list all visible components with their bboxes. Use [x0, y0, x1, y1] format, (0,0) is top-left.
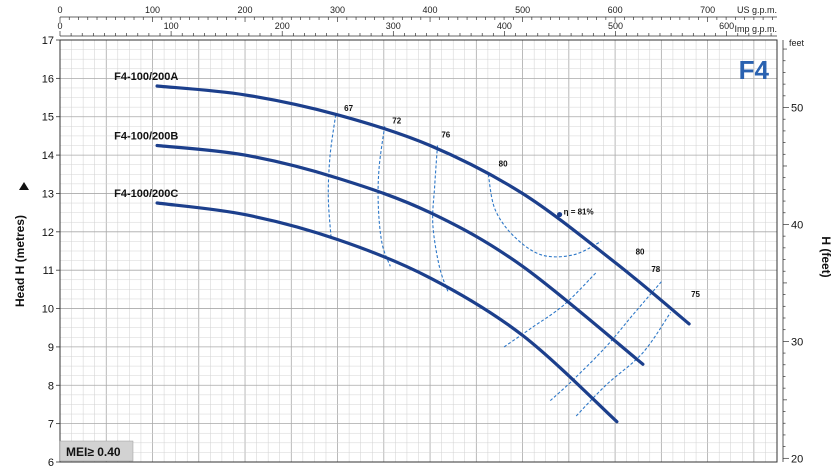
efficiency-label: 78	[651, 265, 660, 274]
y-tick-label: 16	[42, 73, 54, 85]
imp-gpm-tick-label: 600	[719, 21, 734, 31]
efficiency-curve-76	[432, 145, 450, 294]
y-axis-arrow-icon	[19, 182, 29, 190]
grid	[59, 39, 778, 463]
feet-tick-label: 40	[791, 219, 803, 231]
efficiency-label: 75	[691, 290, 700, 299]
y-tick-label: 7	[48, 419, 54, 431]
us-gpm-tick-label: 300	[330, 5, 345, 15]
efficiency-label: 67	[344, 104, 353, 113]
plot-frame	[59, 39, 778, 463]
efficiency-label: 72	[392, 116, 401, 125]
efficiency-curve-72	[377, 126, 391, 267]
us-gpm-unit-label: US g.p.m.	[737, 5, 777, 15]
imp-gpm-tick-label: 100	[164, 21, 179, 31]
mei-label: MEI≥ 0.40	[66, 445, 121, 459]
series-line-f4-100-200c	[155, 201, 619, 424]
imp-gpm-tick-label: 0	[57, 21, 62, 31]
imp-gpm-unit-label: Imp g.p.m.	[734, 24, 777, 34]
y-tick-label: 13	[42, 188, 54, 200]
series-line-f4-100-200a	[155, 84, 691, 326]
y-tick-label: 14	[42, 150, 54, 162]
efficiency-label: 80	[499, 159, 508, 168]
series-line-f4-100-200b	[155, 143, 645, 366]
best-efficiency-point	[556, 211, 563, 218]
y-axis-title: Head H (metres)	[13, 215, 27, 307]
us-gpm-tick-label: 0	[57, 5, 62, 15]
y-tick-label: 15	[42, 112, 54, 124]
series-label: F4-100/200B	[114, 131, 178, 143]
y-tick-label: 12	[42, 227, 54, 239]
efficiency-curves	[327, 114, 672, 417]
us-gpm-tick-label: 200	[238, 5, 253, 15]
efficiency-curve-78	[549, 281, 662, 402]
feet-unit-label: feet	[789, 38, 805, 48]
series-label: F4-100/200A	[114, 71, 178, 83]
imp-gpm-tick-label: 300	[386, 21, 401, 31]
y-tick-label: 6	[48, 457, 54, 469]
us-gpm-tick-label: 400	[423, 5, 438, 15]
right-axis-title: H (feet)	[819, 236, 833, 277]
efficiency-label: 80	[636, 248, 645, 257]
y-tick-label: 17	[42, 35, 54, 47]
y-tick-label: 11	[43, 265, 54, 277]
efficiency-label: 76	[441, 131, 450, 140]
imp-gpm-tick-label: 200	[275, 21, 290, 31]
y-tick-label: 9	[48, 342, 54, 354]
us-gpm-tick-label: 500	[515, 5, 530, 15]
us-gpm-tick-label: 700	[700, 5, 715, 15]
efficiency-curve-80b	[503, 271, 597, 348]
imp-gpm-tick-label: 500	[608, 21, 623, 31]
feet-tick-label: 30	[791, 336, 803, 348]
feet-tick-label: 50	[791, 103, 803, 115]
efficiency-curve-75	[575, 312, 672, 417]
y-tick-label: 10	[42, 304, 54, 316]
feet-tick-label: 20	[791, 453, 803, 465]
imp-gpm-tick-label: 400	[497, 21, 512, 31]
series-label: F4-100/200C	[114, 188, 178, 200]
us-gpm-tick-label: 600	[608, 5, 623, 15]
efficiency-label: η = 81%	[564, 208, 594, 217]
mei-badge	[59, 440, 134, 462]
us-gpm-tick-label: 100	[145, 5, 160, 15]
y-tick-label: 8	[48, 380, 54, 392]
efficiency-curve-80a	[487, 174, 602, 258]
model-label: F4	[739, 55, 770, 85]
